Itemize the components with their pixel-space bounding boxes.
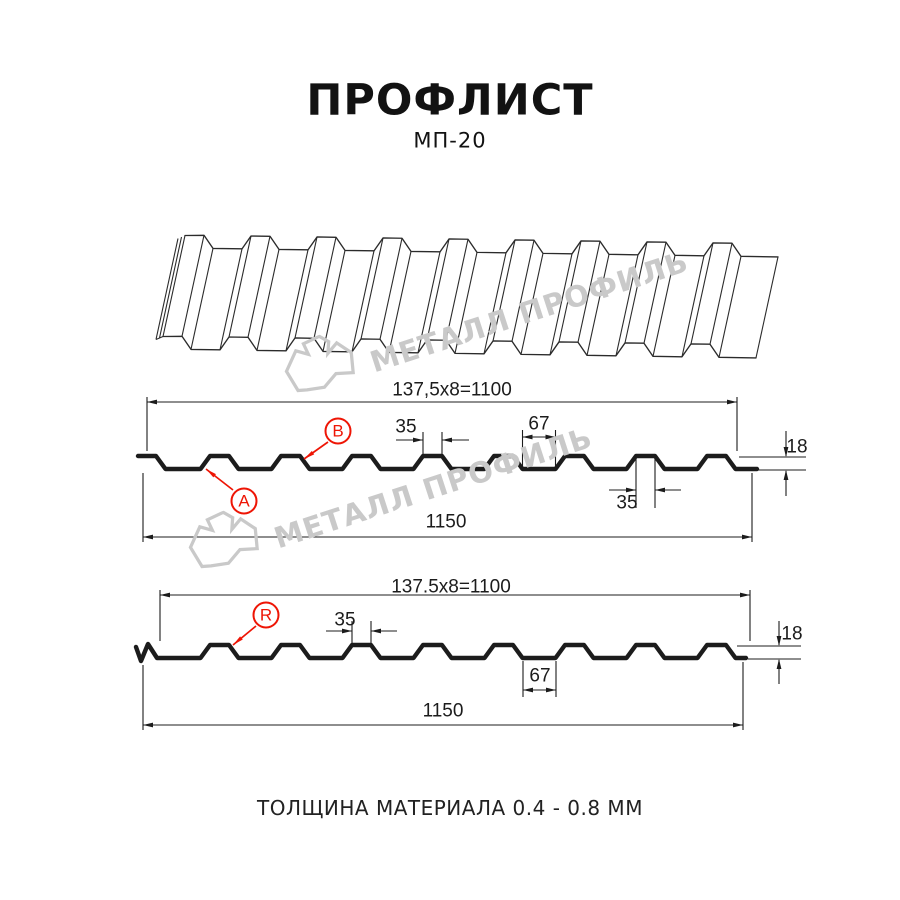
dim-label-pitch-r: 137.5x8=1100 <box>391 576 511 598</box>
material-thickness-note: ТОЛЩИНА МАТЕРИАЛА 0.4 - 0.8 ММ <box>257 796 643 820</box>
dim-label-overall-r: 1150 <box>422 700 464 722</box>
profile-model-name: МП-20 <box>413 128 487 153</box>
dim-label-valley-a: 67 <box>528 413 550 435</box>
dim-label-pitch-a: 137,5x8=1100 <box>392 379 512 401</box>
page-title: ПРОФЛИСТ <box>306 75 594 126</box>
dim-label-rib-top-a: 35 <box>395 416 417 438</box>
dim-label-rib-top-a2: 35 <box>616 492 638 514</box>
dim-label-height-r: 18 <box>781 623 803 645</box>
dim-label-overall-a: 1150 <box>425 511 467 533</box>
side-marker-b: B <box>324 417 352 445</box>
side-marker-r: R <box>252 601 280 629</box>
side-marker-a: A <box>230 487 258 515</box>
dim-label-valley-r: 67 <box>529 665 551 687</box>
dim-label-rib-top-r: 35 <box>334 609 356 631</box>
dim-label-height-a: 18 <box>786 436 808 458</box>
